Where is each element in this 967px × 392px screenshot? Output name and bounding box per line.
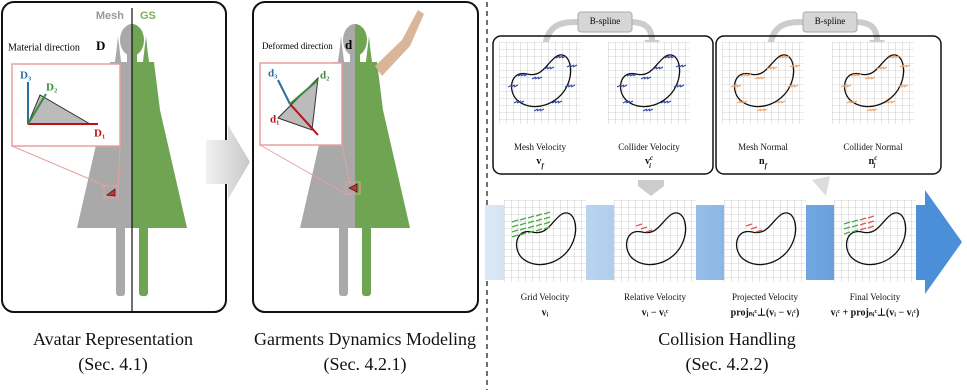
caption: Collision Handling [658, 329, 796, 349]
panel-label: Mesh Normal [738, 142, 788, 152]
formula-superscript: c [874, 154, 877, 162]
caption: Garments Dynamics Modeling [254, 329, 476, 349]
grid-plot [504, 200, 586, 282]
formula: vf [536, 156, 544, 169]
formula: vᵢ − vᵢᶜ [642, 307, 669, 318]
dynamics-panel: Deformed direction d d₃ d₂ d₁ [253, 2, 478, 312]
formula-subscript: i [649, 162, 651, 170]
formula: vᵢᶜ + projₙᵢᶜ⊥(vᵢ − vᵢᶜ) [831, 307, 920, 318]
axis-label: D₃ [20, 70, 32, 82]
grid-plot [832, 42, 914, 124]
grid-plot [499, 42, 581, 124]
mesh-label: Mesh [96, 10, 124, 22]
axis-label: d₂ [320, 70, 330, 82]
panel-label: Projected Velocity [732, 292, 799, 302]
axis-label: d₁ [270, 114, 279, 126]
avatar-panel: Mesh GS Material direction D D₁ D₃ D₂ [2, 2, 226, 312]
caption: (Sec. 4.2.2) [686, 354, 769, 375]
formula: nf [759, 156, 768, 169]
collision-panel: B-spline B-spline [485, 12, 962, 294]
pipeline-arrow [925, 190, 962, 294]
panel-label: Final Velocity [850, 292, 901, 302]
caption: (Sec. 4.1) [78, 354, 147, 375]
direction-symbol: d [345, 37, 353, 52]
axis-label: D₂ [46, 82, 58, 94]
panel-label: Collider Normal [843, 142, 903, 152]
direction-symbol: D [96, 38, 105, 53]
direction-label: Material direction [8, 42, 80, 53]
raised-arm [375, 10, 424, 76]
axis-label: d₃ [268, 68, 278, 80]
panel-label: Grid Velocity [521, 292, 570, 302]
panel-label: Mesh Velocity [514, 142, 567, 152]
gs-label: GS [140, 10, 156, 22]
formula-superscript: c [650, 154, 653, 162]
axis-label: D₁ [94, 128, 105, 140]
grid-plot [608, 42, 690, 124]
panel-label: Collider Velocity [618, 142, 680, 152]
formula: vᵢ [542, 307, 549, 318]
panel-label: Relative Velocity [624, 292, 687, 302]
formula-subscript: f [541, 162, 544, 170]
caption: (Sec. 4.2.1) [324, 354, 407, 375]
caption: Avatar Representation [33, 329, 193, 349]
figure: Mesh GS Material direction D D₁ D₃ D₂ De… [0, 0, 967, 392]
grid-plot [724, 200, 806, 282]
grid-plot [614, 200, 696, 282]
formula: projₙᵢᶜ⊥(vᵢ − vᵢᶜ) [731, 307, 800, 318]
grid-plot [834, 200, 916, 282]
bspline-label: B-spline [815, 16, 846, 26]
direction-label: Deformed direction [262, 41, 333, 51]
formula-subscript: i [873, 162, 875, 170]
grid-plot [722, 42, 804, 124]
formula-subscript: f [765, 162, 768, 170]
flow-arrow [206, 125, 250, 199]
bspline-label: B-spline [590, 16, 621, 26]
